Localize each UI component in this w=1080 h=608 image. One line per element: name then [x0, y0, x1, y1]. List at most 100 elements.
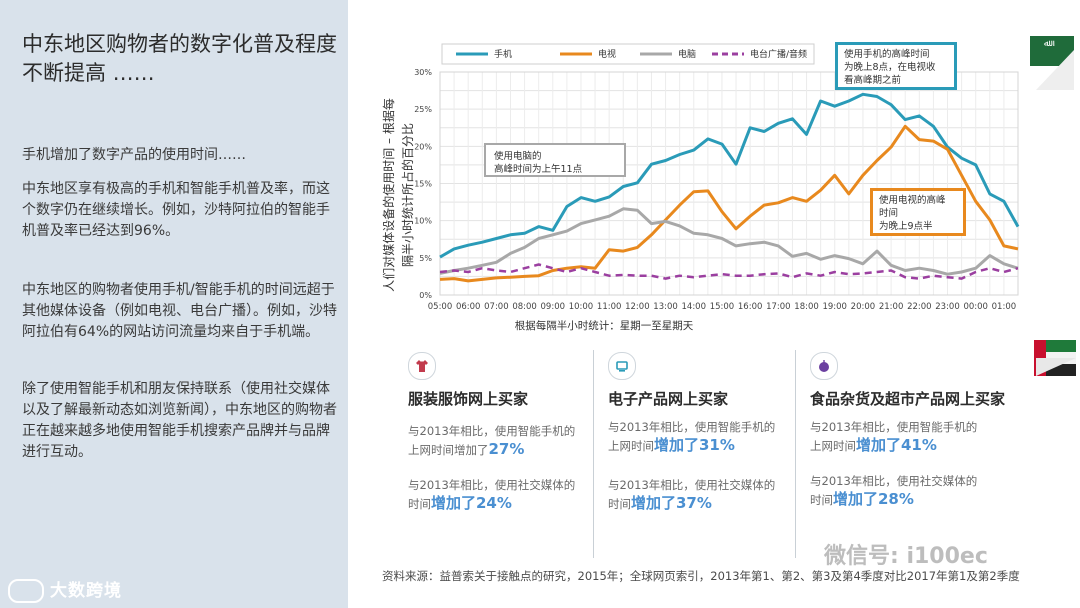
- callout-mobile-line3: 看高峰期之前: [844, 75, 902, 86]
- stat-social: 与2013年相比，使用社交媒体的时间增加了37%: [608, 476, 778, 513]
- x-tick-label: 10:00: [569, 302, 594, 312]
- x-tick-label: 11:00: [597, 302, 622, 312]
- brand-logo: 大数跨境: [8, 576, 122, 603]
- callout-pc-line1: 使用电脑的: [494, 151, 542, 162]
- legend-label: 电台广播/音频: [750, 48, 807, 60]
- callout-tv-line3: 为晚上9点半: [879, 221, 933, 232]
- x-tick-label: 18:00: [794, 302, 819, 312]
- stat-value: 增加了28%: [833, 490, 914, 508]
- x-axis-ticks: 05:00 06:00 07:00 08:00 09:00 10:00 11:00 12:00…: [428, 302, 1016, 312]
- flag-peel: [1036, 358, 1076, 376]
- column-divider: [593, 350, 594, 558]
- stat-smartphone: 与2013年相比，使用智能手机的上网时间增加了27%: [408, 422, 578, 459]
- callout-pc-line2: 高峰时间为上午11点: [494, 164, 583, 175]
- callout-tv-line2: 时间: [879, 208, 899, 219]
- callout-mobile-line1: 使用手机的高峰时间: [844, 49, 930, 60]
- usage-line-chart: 0% 5% 10% 15% 20% 25% 30% 05:00 06:00 07:00 08:00…: [381, 43, 1020, 332]
- paragraph-interaction: 除了使用智能手机和朋友保持联系（使用社交媒体以及了解最新动态如浏览新闻），中东地…: [22, 381, 337, 460]
- x-tick-label: 05:00: [428, 302, 453, 312]
- stat-smartphone: 与2013年相比，使用智能手机的上网时间增加了31%: [608, 418, 778, 455]
- category-grocery: 食品杂货及超市产品网上买家 与2013年相比，使用智能手机的上网时间增加了41%…: [810, 350, 1005, 560]
- paragraph-penetration: 中东地区享有极高的手机和智能手机普及率，而这个数字仍在继续增长。例如，沙特阿拉伯…: [22, 181, 330, 239]
- y-tick-label: 15%: [414, 180, 432, 189]
- x-tick-label: 17:00: [766, 302, 791, 312]
- shirt-icon: [408, 352, 436, 380]
- y-axis-label-line1: 人们对媒体设备的使用时间 – 根据每: [381, 98, 396, 292]
- x-tick-label: 16:00: [738, 302, 763, 312]
- x-tick-label: 06:00: [456, 302, 481, 312]
- x-tick-label: 12:00: [625, 302, 650, 312]
- x-tick-label: 13:00: [653, 302, 678, 312]
- callout-mobile-peak: 使用手机的高峰时间 为晚上8点，在电视收 看高峰期之前: [835, 42, 957, 90]
- x-tick-label: 22:00: [907, 302, 932, 312]
- stat-text: 与2013年相比，使用智能手机的上网时间: [608, 420, 776, 453]
- series-line-3: [439, 263, 1019, 280]
- stat-value: 增加了37%: [631, 494, 712, 512]
- stat-value: 增加了41%: [856, 436, 937, 454]
- y-tick-label: 5%: [419, 254, 432, 263]
- x-tick-label: 01:00: [992, 302, 1017, 312]
- category-apparel: 服装服饰网上买家 与2013年相比，使用智能手机的上网时间增加了27% 与201…: [408, 350, 598, 560]
- chart-series: [439, 92, 1020, 283]
- stat-value: 27%: [488, 440, 525, 458]
- series-line-1: [439, 124, 1019, 283]
- category-title: 服装服饰网上买家: [408, 390, 529, 408]
- brand-logo-text: 大数跨境: [50, 581, 122, 601]
- x-tick-label: 07:00: [484, 302, 509, 312]
- stat-text: 与2013年相比，使用智能手机的上网时间: [810, 420, 978, 453]
- x-tick-label: 00:00: [963, 302, 988, 312]
- stat-value: 增加了31%: [654, 436, 735, 454]
- category-title: 电子产品网上买家: [608, 390, 729, 408]
- x-tick-label: 23:00: [935, 302, 960, 312]
- paragraph-usage: 中东地区的购物者使用手机/智能手机的时间远超于其他媒体设备（例如电视、电台广播）…: [22, 282, 337, 340]
- x-axis-label: 根据每隔半小时统计：星期一至星期天: [515, 319, 694, 332]
- source-note: 资料来源：益普索关于接触点的研究，2015年；全球网页索引，2013年第1、第2…: [382, 569, 1020, 583]
- y-tick-label: 30%: [414, 68, 432, 77]
- stat-text: 与2013年相比，使用社交媒体的时间: [608, 478, 776, 511]
- x-tick-label: 08:00: [512, 302, 537, 312]
- x-tick-label: 19:00: [822, 302, 847, 312]
- stat-value: 增加了24%: [431, 494, 512, 512]
- y-axis-label-line2: 隔半小时统计所占的百分比: [400, 123, 415, 267]
- x-tick-label: 09:00: [541, 302, 566, 312]
- stat-social: 与2013年相比，使用社交媒体的时间增加了28%: [810, 472, 980, 509]
- y-tick-label: 0%: [419, 291, 432, 300]
- x-tick-label: 15:00: [710, 302, 735, 312]
- callout-tv-peak: 使用电视的高峰 时间 为晚上9点半: [870, 188, 966, 236]
- y-tick-label: 25%: [414, 105, 432, 114]
- callout-pc-peak: 使用电脑的 高峰时间为上午11点: [484, 143, 626, 177]
- stat-smartphone: 与2013年相比，使用智能手机的上网时间增加了41%: [810, 418, 980, 455]
- intro-heading: 手机增加了数字产品的使用时间……: [22, 147, 246, 163]
- flag-peel: [1036, 50, 1074, 90]
- callout-tv-line1: 使用电视的高峰: [879, 195, 946, 206]
- stat-text: 与2013年相比，使用社交媒体的时间: [810, 474, 978, 507]
- series-line-2: [439, 207, 1019, 276]
- stat-text: 与2013年相比，使用智能手机的上网时间增加了: [408, 424, 576, 457]
- saudi-flag-icon: ﷲ: [1030, 36, 1074, 90]
- stat-social: 与2013年相比，使用社交媒体的时间增加了24%: [408, 476, 578, 513]
- legend-label: 电脑: [678, 48, 696, 60]
- wechat-watermark: 微信号: i100ec: [824, 544, 988, 569]
- legend-label: 电视: [598, 48, 616, 60]
- category-title: 食品杂货及超市产品网上买家: [810, 390, 1006, 408]
- plot-frame: [439, 71, 1019, 296]
- brand-logo-icon: [8, 579, 44, 603]
- grocery-icon: [810, 352, 838, 380]
- y-axis-ticks: 0% 5% 10% 15% 20% 25% 30%: [414, 68, 432, 300]
- callout-mobile-line2: 为晚上8点，在电视收: [844, 62, 936, 73]
- left-panel: 中东地区购物者的数字化普及程度不断提高 …… 手机增加了数字产品的使用时间…… …: [0, 0, 348, 608]
- column-divider: [795, 350, 796, 558]
- x-tick-label: 14:00: [682, 302, 707, 312]
- legend-label: 手机: [494, 48, 512, 60]
- x-tick-label: 20:00: [851, 302, 876, 312]
- series-line-0: [439, 92, 1020, 259]
- chart-grid: [439, 71, 1019, 296]
- y-tick-label: 20%: [414, 142, 432, 151]
- saudi-flag-script: ﷲ: [1044, 39, 1050, 49]
- x-tick-label: 21:00: [879, 302, 904, 312]
- uae-flag-icon: [1034, 340, 1076, 376]
- stat-text: 与2013年相比，使用社交媒体的时间: [408, 478, 576, 511]
- chart-legend: 手机 电视 电脑 电台广播/音频: [441, 43, 815, 65]
- category-electronics: 电子产品网上买家 与2013年相比，使用智能手机的上网时间增加了31% 与201…: [608, 350, 798, 560]
- device-icon: [608, 352, 636, 380]
